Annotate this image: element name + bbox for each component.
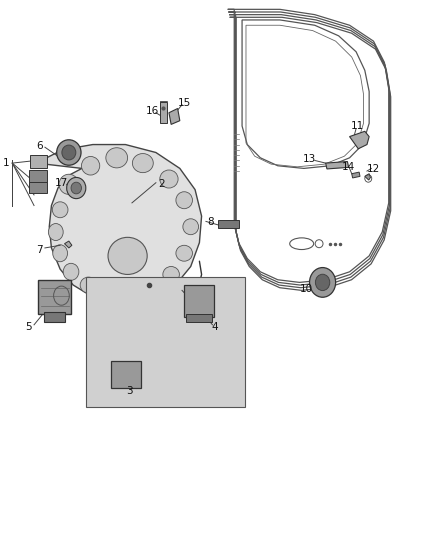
Ellipse shape — [163, 266, 180, 282]
Text: 3: 3 — [127, 386, 133, 396]
Ellipse shape — [52, 202, 68, 217]
Ellipse shape — [48, 223, 63, 240]
Ellipse shape — [59, 174, 79, 195]
Bar — [86, 277, 245, 407]
Text: 5: 5 — [25, 322, 32, 333]
Bar — [30, 155, 47, 168]
Bar — [160, 102, 167, 123]
Bar — [29, 170, 47, 182]
Ellipse shape — [183, 219, 198, 235]
Bar — [186, 314, 212, 322]
Ellipse shape — [99, 286, 117, 301]
Text: 15: 15 — [177, 98, 191, 108]
Bar — [184, 285, 214, 317]
Ellipse shape — [57, 140, 81, 165]
Polygon shape — [350, 131, 369, 149]
Ellipse shape — [120, 288, 139, 303]
Bar — [29, 182, 47, 193]
Ellipse shape — [160, 170, 178, 188]
Text: 8: 8 — [207, 217, 214, 228]
Text: 7: 7 — [36, 245, 43, 255]
Polygon shape — [169, 109, 180, 124]
Bar — [39, 280, 71, 314]
Text: 17: 17 — [55, 177, 68, 188]
Polygon shape — [365, 174, 371, 180]
Text: 16: 16 — [146, 106, 159, 116]
Text: 14: 14 — [342, 162, 355, 172]
Bar — [111, 361, 141, 389]
Polygon shape — [64, 241, 72, 248]
Ellipse shape — [62, 145, 76, 160]
Text: 2: 2 — [158, 179, 165, 189]
Polygon shape — [325, 161, 349, 169]
Ellipse shape — [53, 245, 67, 262]
Ellipse shape — [132, 154, 153, 173]
Text: 4: 4 — [212, 322, 218, 333]
Bar — [44, 312, 65, 322]
Text: 10: 10 — [300, 284, 313, 294]
Ellipse shape — [310, 268, 336, 297]
Text: 13: 13 — [303, 154, 316, 164]
Ellipse shape — [67, 177, 86, 199]
Ellipse shape — [176, 192, 192, 209]
Text: 12: 12 — [367, 165, 380, 174]
Ellipse shape — [176, 245, 192, 261]
Bar — [218, 220, 240, 228]
Text: 1: 1 — [4, 158, 10, 168]
Ellipse shape — [81, 157, 100, 175]
Ellipse shape — [63, 263, 79, 280]
Ellipse shape — [106, 148, 127, 168]
Ellipse shape — [71, 182, 81, 194]
Text: 6: 6 — [36, 141, 43, 151]
Polygon shape — [352, 172, 360, 178]
Ellipse shape — [80, 277, 97, 293]
Polygon shape — [36, 144, 201, 301]
Ellipse shape — [315, 274, 330, 290]
Ellipse shape — [145, 281, 162, 296]
Ellipse shape — [108, 237, 147, 274]
Text: 11: 11 — [351, 121, 364, 131]
